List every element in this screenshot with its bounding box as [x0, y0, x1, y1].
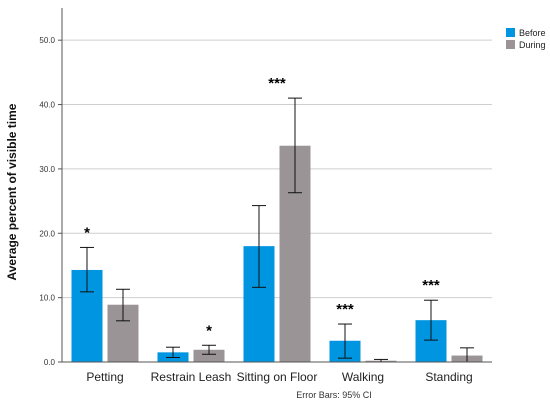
x-category-label: Walking	[342, 370, 384, 384]
significance-marker: *	[206, 322, 212, 339]
significance-marker: *	[84, 224, 90, 241]
significance-markers: ***********	[84, 75, 440, 339]
error-bars	[80, 97, 474, 363]
legend-swatch-during	[506, 40, 515, 49]
error-bars-footnote: Error Bars: 95% CI	[296, 390, 372, 400]
x-category-label: Sitting on Floor	[237, 370, 318, 384]
y-tick-label: 0.0	[44, 358, 56, 367]
legend-label: Before	[519, 28, 546, 38]
y-tick-label: 30.0	[39, 165, 55, 174]
bars	[71, 145, 483, 362]
bar-during	[193, 349, 225, 362]
x-category-label: Standing	[425, 370, 472, 384]
legend: Before During	[506, 28, 546, 50]
y-axis-title: Average percent of visible time	[5, 103, 19, 280]
x-category-label: Petting	[86, 370, 123, 384]
legend-label: During	[519, 40, 546, 50]
legend-swatch-before	[506, 28, 515, 37]
x-axis-categories: Petting Restrain Leash Sitting on Floor Wal…	[86, 370, 472, 384]
gridlines	[62, 39, 492, 299]
y-tick-label: 50.0	[39, 36, 55, 45]
y-tick-label: 10.0	[39, 294, 55, 303]
y-axis-ticks: 0.0 10.0 20.0 30.0 40.0 50.0	[39, 36, 62, 367]
significance-marker: ***	[422, 277, 440, 294]
y-tick-label: 20.0	[39, 229, 55, 238]
y-tick-label: 40.0	[39, 101, 55, 110]
x-category-label: Restrain Leash	[151, 370, 232, 384]
significance-marker: ***	[268, 75, 286, 92]
significance-marker: ***	[336, 301, 354, 318]
